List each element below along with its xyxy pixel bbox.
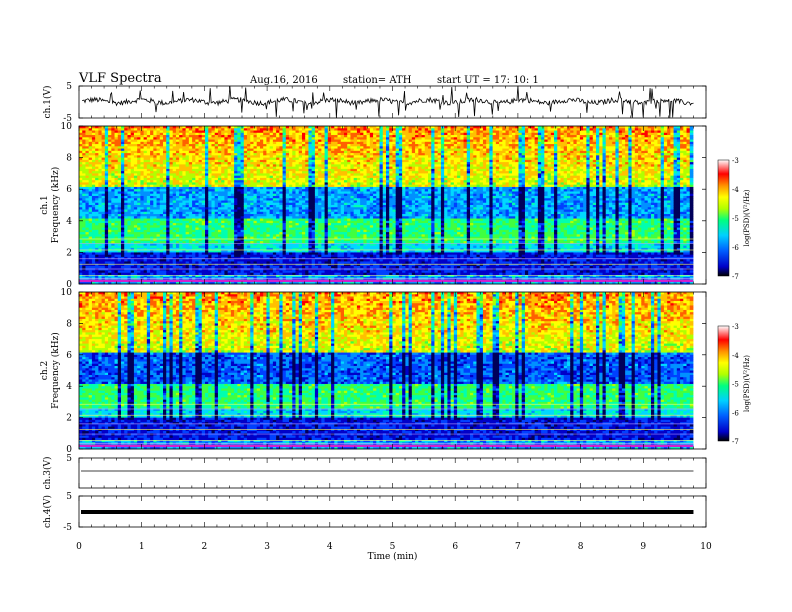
spectrogram-ch1	[79, 126, 693, 284]
ch1-trace	[82, 86, 694, 118]
panel-1-ylabel: ch.1(V)	[42, 86, 53, 119]
figure: 5-5ch.1(V)1086420ch.1 Frequency (kHz)-3-4…	[0, 0, 792, 612]
y-tick-label: 5	[66, 82, 72, 92]
